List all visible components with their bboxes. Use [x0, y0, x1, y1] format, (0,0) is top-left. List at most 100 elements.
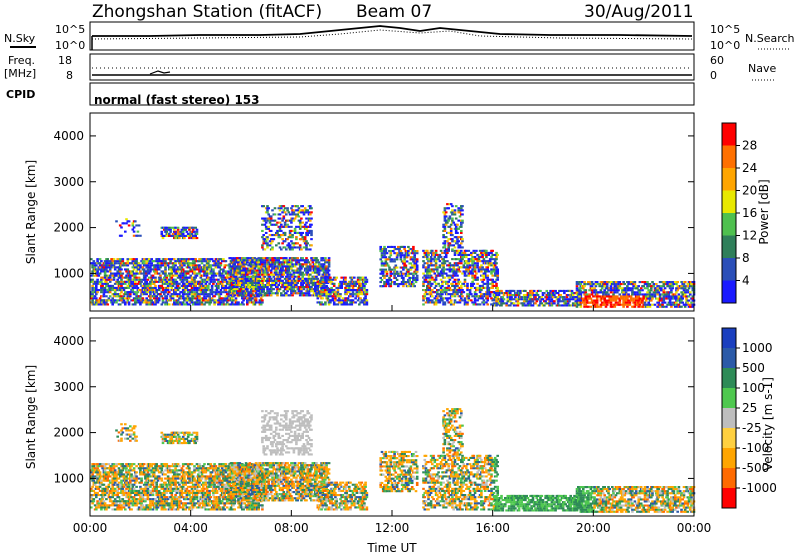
- echo-cell: [281, 238, 284, 241]
- echo-cell: [251, 284, 254, 287]
- echo-cell: [427, 282, 430, 285]
- echo-cell: [470, 270, 473, 273]
- echo-cell: [480, 293, 483, 296]
- echo-cell: [389, 250, 393, 253]
- echo-cell: [444, 256, 448, 259]
- echo-cell: [460, 266, 463, 269]
- echo-cell: [331, 295, 335, 298]
- echo-cell: [361, 276, 365, 279]
- echo-cell: [277, 284, 281, 287]
- echo-cell: [139, 289, 142, 292]
- echo-cell: [334, 297, 337, 300]
- echo-cell: [496, 274, 499, 277]
- echo-cell: [277, 242, 281, 245]
- echo-cell: [136, 282, 140, 285]
- echo-cell: [457, 249, 460, 252]
- echo-cell: [263, 263, 267, 266]
- echo-cell: [444, 272, 448, 275]
- echo-cell: [219, 274, 223, 277]
- echo-cell: [392, 250, 395, 253]
- echo-cell: [298, 223, 302, 226]
- echo-cell: [303, 292, 307, 295]
- echo-cell: [458, 211, 462, 214]
- echo-cell: [244, 263, 248, 266]
- echo-cell: [212, 276, 215, 279]
- echo-cell: [186, 295, 190, 298]
- echo-cell: [529, 292, 532, 295]
- echo-cell: [423, 280, 427, 283]
- echo-cell: [131, 299, 135, 302]
- echo-cell: [286, 263, 289, 266]
- echo-cell: [336, 295, 340, 298]
- echo-cell: [460, 223, 463, 226]
- echo-cell: [199, 268, 203, 271]
- echo-cell: [512, 289, 516, 292]
- echo-cell: [471, 274, 474, 277]
- echo-cell: [105, 301, 108, 304]
- echo-cell: [256, 288, 259, 291]
- echo-cell: [214, 291, 218, 294]
- echo-cell: [147, 258, 151, 261]
- echo-cell: [188, 228, 191, 231]
- echo-cell: [210, 284, 214, 287]
- echo-cell: [486, 299, 489, 302]
- echo-cell: [146, 286, 150, 289]
- echo-cell: [322, 282, 326, 285]
- echo-cell: [164, 264, 167, 267]
- echo-cell: [402, 272, 405, 275]
- echo-cell: [446, 251, 449, 254]
- echo-cell: [179, 295, 182, 298]
- echo-cell: [463, 251, 467, 254]
- echo-cell: [293, 263, 297, 266]
- echo-cell: [300, 238, 303, 241]
- echo-cell: [134, 297, 137, 300]
- echo-cell: [222, 268, 225, 271]
- echo-cell: [296, 213, 299, 216]
- echo-cell: [466, 303, 469, 306]
- echo-cell: [244, 294, 248, 297]
- echo-cell: [272, 275, 276, 278]
- echo-cell: [124, 282, 127, 285]
- echo-cell: [208, 260, 211, 263]
- echo-cell: [564, 302, 567, 305]
- echo-cell: [358, 276, 361, 279]
- echo-cell: [443, 246, 447, 249]
- echo-cell: [301, 236, 304, 239]
- echo-cell: [242, 281, 245, 284]
- echo-cell: [180, 266, 184, 269]
- echo-cell: [173, 282, 176, 285]
- echo-cell: [268, 288, 272, 291]
- echo-cell: [486, 295, 489, 298]
- echo-cell: [535, 292, 539, 295]
- echo-cell: [447, 280, 450, 283]
- echo-cell: [269, 219, 273, 222]
- echo-cell: [242, 257, 245, 260]
- echo-cell: [205, 278, 209, 281]
- echo-cell: [551, 296, 555, 299]
- echo-cell: [204, 272, 208, 275]
- echo-cell: [522, 300, 526, 303]
- echo-cell: [468, 266, 472, 269]
- nsearch-label: N.Search: [745, 32, 795, 45]
- echo-cell: [403, 266, 406, 269]
- echo-cell: [188, 293, 191, 296]
- echo-cell: [185, 299, 189, 302]
- echo-cell: [486, 268, 489, 271]
- echo-cell: [322, 273, 326, 276]
- echo-cell: [461, 256, 464, 259]
- echo-cell: [282, 215, 286, 218]
- echo-cell: [496, 296, 499, 299]
- echo-cell: [584, 295, 588, 298]
- echo-cell: [551, 292, 555, 295]
- echo-cell: [239, 286, 243, 289]
- echo-cell: [554, 289, 557, 292]
- echo-cell: [413, 256, 416, 259]
- echo-cell: [525, 300, 528, 303]
- echo-cell: [286, 288, 289, 291]
- echo-cell: [548, 302, 551, 305]
- echo-cell: [134, 291, 137, 294]
- echo-cell: [410, 281, 414, 284]
- echo-cell: [180, 228, 184, 231]
- echo-cell: [456, 264, 459, 267]
- echo-cell: [439, 289, 443, 292]
